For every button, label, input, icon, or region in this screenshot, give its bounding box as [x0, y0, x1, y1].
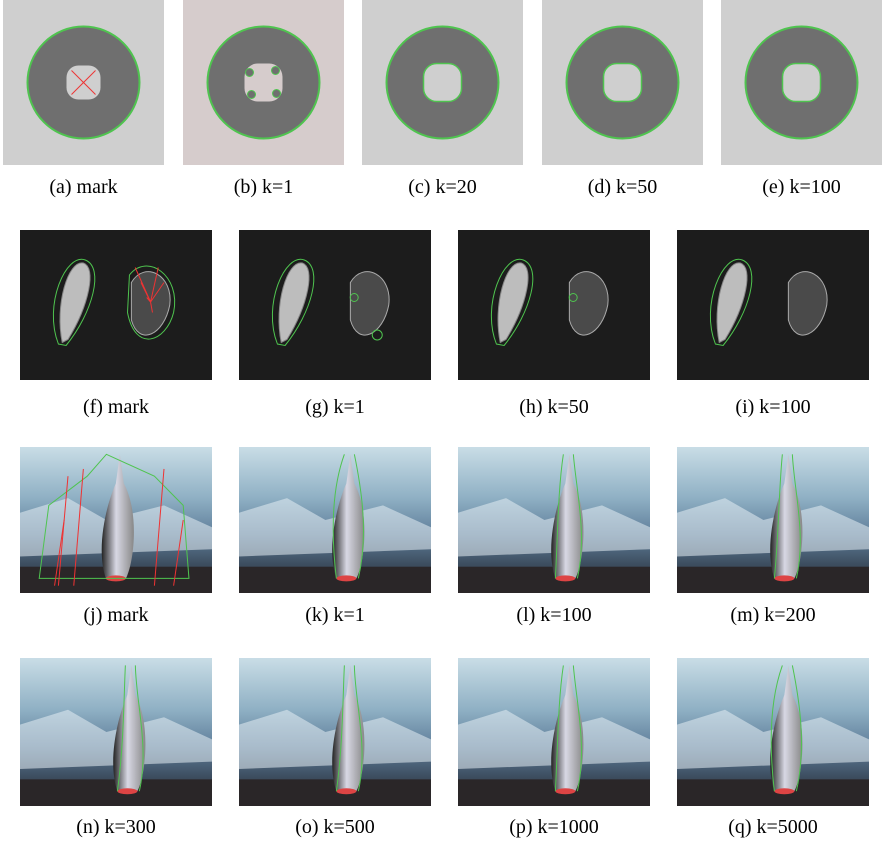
caption: (h) k=50 [519, 396, 589, 418]
caption: (a) mark [49, 176, 117, 198]
panel-image [3, 0, 164, 165]
caption: (j) mark [84, 604, 149, 626]
caption: (b) k=1 [234, 176, 294, 198]
hole [424, 64, 462, 102]
panel-image [239, 658, 431, 806]
background [20, 230, 212, 380]
residual [273, 90, 281, 98]
background [458, 230, 650, 380]
panel-image [362, 0, 523, 165]
caption: (o) k=500 [295, 816, 375, 838]
feet [336, 575, 356, 581]
panel [458, 658, 650, 806]
hole [604, 64, 642, 102]
feet [774, 788, 794, 794]
caption: (m) k=200 [730, 604, 815, 626]
panel-image [183, 0, 344, 165]
panel [20, 658, 212, 806]
caption: (e) k=100 [762, 176, 840, 198]
panel-image [721, 0, 882, 165]
feet [774, 575, 794, 581]
panel [677, 230, 869, 380]
panel [239, 230, 431, 380]
feet [117, 788, 137, 794]
caption: (n) k=300 [76, 816, 156, 838]
background [677, 230, 869, 380]
panel-image [20, 230, 212, 380]
hole [783, 64, 821, 102]
panel-image [239, 230, 431, 380]
panel [458, 447, 650, 593]
caption: (g) k=1 [305, 396, 365, 418]
feet [336, 788, 356, 794]
panel [239, 447, 431, 593]
panel-image [677, 447, 869, 593]
panel [542, 0, 703, 165]
panel-image [458, 230, 650, 380]
residual [246, 69, 254, 77]
caption: (i) k=100 [735, 396, 810, 418]
panel [458, 230, 650, 380]
feet [555, 788, 575, 794]
panel-image [458, 658, 650, 806]
caption: (p) k=1000 [509, 816, 599, 838]
panel [183, 0, 344, 165]
panel [20, 447, 212, 593]
feet [555, 575, 575, 581]
panel-image [677, 230, 869, 380]
panel-image [542, 0, 703, 165]
residual [272, 67, 280, 75]
panel [3, 0, 164, 165]
caption: (l) k=100 [516, 604, 591, 626]
caption: (q) k=5000 [728, 816, 818, 838]
background [239, 230, 431, 380]
panel [362, 0, 523, 165]
panel [20, 230, 212, 380]
panel-image [20, 658, 212, 806]
caption: (c) k=20 [408, 176, 476, 198]
panel [239, 658, 431, 806]
panel-image [239, 447, 431, 593]
caption: (k) k=1 [305, 604, 365, 626]
panel-image [677, 658, 869, 806]
figure: (a) mark (b) k=1 (c) k=20 (d) k=50 (e) k=100… [0, 0, 882, 848]
panel-image [20, 447, 212, 593]
panel [721, 0, 882, 165]
panel-image [458, 447, 650, 593]
residual [248, 91, 256, 99]
caption: (d) k=50 [588, 176, 658, 198]
panel [677, 658, 869, 806]
caption: (f) mark [83, 396, 149, 418]
panel [677, 447, 869, 593]
